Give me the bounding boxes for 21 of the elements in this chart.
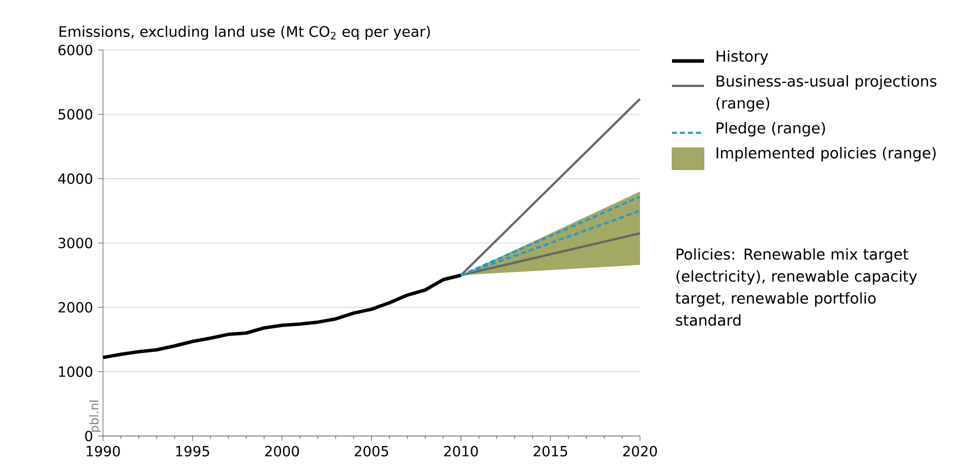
x-tick-label: 2000 [265, 446, 299, 456]
legend-label: Business-as-usual projections (range) [716, 75, 936, 112]
legend-label: Implemented policies (range) [716, 146, 936, 162]
x-tick-label: 1990 [86, 446, 120, 456]
x-tick-label: 2015 [534, 446, 568, 456]
y-tick-label: 5000 [58, 109, 92, 120]
text: Policies: Renewable mix target (electricity), renewable capacity target, renewable portfolio standard [676, 248, 918, 326]
y-tick-label: 1000 [59, 366, 92, 377]
legend-label: History [716, 50, 768, 65]
legend-label: Pledge (range) [716, 122, 825, 137]
chart-title: Emissions, excluding land use (Mt CO$_{2}$ eq per year) [60, 26, 430, 40]
text: pbl.nl [89, 400, 101, 432]
y-tick-label: 3000 [58, 238, 92, 248]
y-tick-label: 4000 [58, 173, 92, 184]
x-tick-label: 2020 [623, 446, 657, 456]
y-tick-label: 6000 [58, 44, 92, 56]
x-tick-label: 2005 [354, 446, 388, 456]
y-tick-label: 0 [85, 430, 92, 442]
y-tick-label: 2000 [58, 302, 92, 313]
x-tick-label: 1995 [176, 446, 210, 456]
x-tick-label: 2010 [444, 446, 478, 456]
